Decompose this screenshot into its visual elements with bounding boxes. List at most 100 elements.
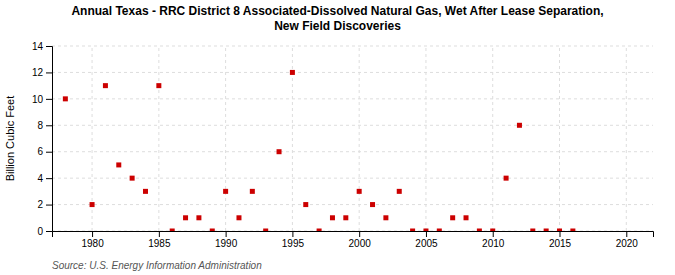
x-tick: 2005 <box>415 231 438 249</box>
y-tick-mark <box>46 72 52 73</box>
y-axis-line <box>46 47 53 232</box>
x-grid-line <box>359 46 360 231</box>
y-tick-mark <box>46 46 52 47</box>
y-axis: 0 2 4 6 8 10 12 14 <box>32 41 53 237</box>
y-tick-label: 0 <box>37 226 43 237</box>
x-tick-label: 1985 <box>148 238 171 249</box>
y-tick: 12 <box>32 67 52 78</box>
y-grid-line <box>52 204 653 205</box>
x-tick-label: 2015 <box>549 238 572 249</box>
point <box>250 189 255 194</box>
y-tick-mark <box>46 205 52 206</box>
x-tick: 2020 <box>616 231 639 249</box>
point <box>277 149 282 154</box>
point <box>210 229 215 232</box>
point <box>236 215 241 220</box>
point <box>464 215 469 220</box>
x-tick-label: 2000 <box>349 238 372 249</box>
point <box>116 162 121 167</box>
y-tick-label: 14 <box>32 41 44 52</box>
point <box>357 189 362 194</box>
y-tick-mark <box>46 178 52 179</box>
x-tick-label: 1995 <box>282 238 305 249</box>
x-tick-label: 1980 <box>81 238 104 249</box>
x-tick-label: 2010 <box>482 238 505 249</box>
y-grid-line <box>52 151 653 152</box>
x-tick: 1985 <box>148 231 171 249</box>
y-tick: 2 <box>37 199 52 210</box>
x-tick: 2015 <box>549 231 572 249</box>
y-tick: 6 <box>37 146 52 157</box>
y-grid-line <box>52 125 653 126</box>
y-tick-mark <box>46 125 52 126</box>
points <box>63 70 576 231</box>
point <box>183 215 188 220</box>
point <box>223 189 228 194</box>
point <box>170 229 175 232</box>
point <box>530 229 535 232</box>
y-tick: 10 <box>32 94 52 105</box>
point <box>130 176 135 181</box>
point <box>397 189 402 194</box>
y-tick-label: 10 <box>32 94 44 105</box>
x-tick: 1980 <box>81 231 104 249</box>
point <box>156 83 161 88</box>
x-tick-mark <box>493 231 494 237</box>
point <box>290 70 295 75</box>
x-tick-mark <box>92 231 93 237</box>
y-tick-label: 12 <box>32 67 44 78</box>
point <box>557 229 562 232</box>
title-line: Annual Texas - RRC District 8 Associated… <box>71 4 603 18</box>
x-tick-mark <box>560 231 561 237</box>
title-line: New Field Discoveries <box>274 19 401 33</box>
point <box>196 215 201 220</box>
y-tick-label: 4 <box>37 173 43 184</box>
y-tick: 14 <box>32 41 52 52</box>
x-axis: 1980 1985 1990 1995 2000 2005 2010 2015 2020 <box>53 231 654 249</box>
x-tick-mark <box>292 231 293 237</box>
point <box>63 96 68 101</box>
y-tick-mark <box>46 99 52 100</box>
x-tick-label: 2005 <box>415 238 438 249</box>
x-grid-line <box>425 46 426 231</box>
x-tick-label: 1990 <box>215 238 238 249</box>
point <box>504 176 509 181</box>
x-tick-mark <box>426 231 427 237</box>
y-tick-mark <box>46 152 52 153</box>
point <box>343 215 348 220</box>
x-grid-line <box>626 46 627 231</box>
y-grid-line <box>52 72 653 73</box>
point <box>410 229 415 232</box>
x-tick-mark <box>226 231 227 237</box>
point <box>490 229 495 232</box>
x-tick: 1990 <box>215 231 238 249</box>
x-tick: 1995 <box>282 231 305 249</box>
y-axis-label: Billion Cubic Feet <box>4 96 16 182</box>
chart: 1980 1985 1990 1995 2000 2005 2010 2015 2020 0 2 4 6… <box>0 0 675 275</box>
point <box>477 229 482 232</box>
y-grid-line <box>52 46 653 47</box>
x-grid-line <box>225 46 226 231</box>
point <box>383 215 388 220</box>
point <box>303 202 308 207</box>
y-grid-line <box>52 98 653 99</box>
point <box>143 189 148 194</box>
x-tick: 2010 <box>482 231 505 249</box>
point <box>437 229 442 232</box>
x-axis-line <box>53 232 654 238</box>
y-tick: 0 <box>37 226 52 237</box>
y-tick-label: 6 <box>37 146 43 157</box>
point <box>544 229 549 232</box>
y-tick-label: 2 <box>37 199 43 210</box>
x-tick-mark <box>626 231 627 237</box>
x-tick-mark <box>159 231 160 237</box>
x-grid-line <box>492 46 493 231</box>
x-tick: 2000 <box>349 231 372 249</box>
y-tick-mark <box>46 231 52 232</box>
x-tick-label: 2020 <box>616 238 639 249</box>
y-tick: 8 <box>37 120 52 131</box>
x-grid-line <box>559 46 560 231</box>
point <box>570 229 575 232</box>
y-tick-label: 8 <box>37 120 43 131</box>
point <box>103 83 108 88</box>
